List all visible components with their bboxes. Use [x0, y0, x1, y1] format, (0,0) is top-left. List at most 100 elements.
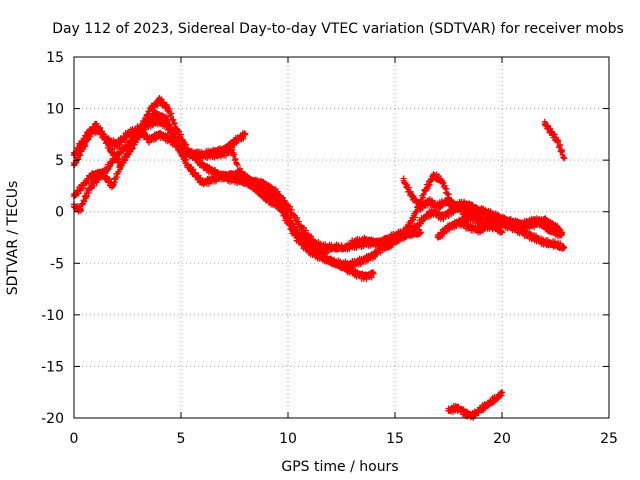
- data-point: [113, 141, 120, 148]
- data-point: [285, 213, 291, 220]
- x-tick-label: 20: [493, 431, 511, 447]
- y-tick-label: 10: [46, 102, 64, 118]
- data-point: [242, 131, 249, 138]
- data-point: [98, 169, 105, 176]
- y-tick-label: -10: [41, 308, 64, 324]
- data-point: [130, 136, 137, 143]
- data-point: [541, 239, 548, 246]
- data-point: [456, 219, 463, 225]
- data-point: [145, 136, 152, 143]
- data-point: [417, 229, 424, 236]
- chart-title: Day 112 of 2023, Sidereal Day-to-day VTE…: [52, 21, 624, 37]
- data-point: [447, 208, 454, 215]
- data-point: [477, 208, 484, 215]
- data-point: [426, 198, 433, 205]
- data-point: [285, 203, 291, 210]
- data-point: [167, 136, 174, 143]
- data-point: [404, 224, 411, 231]
- data-point: [541, 224, 548, 231]
- data-point: [357, 258, 364, 265]
- data-point: [488, 224, 495, 231]
- data-point: [107, 146, 114, 153]
- data-point: [156, 131, 163, 138]
- marker-path: [541, 118, 568, 162]
- data-point: [454, 404, 461, 411]
- marker-path: [71, 120, 249, 168]
- data-point: [92, 121, 99, 127]
- x-tick-label: 10: [279, 431, 297, 447]
- marker-path: [445, 389, 505, 421]
- x-axis-label: GPS time / hours: [281, 459, 398, 475]
- x-tick-label: 25: [600, 431, 618, 447]
- data-point: [413, 224, 420, 231]
- y-tick-label: -20: [41, 411, 64, 427]
- data-point: [152, 110, 159, 117]
- data-point: [430, 208, 437, 215]
- data-point: [163, 115, 169, 122]
- y-axis-label: SDTVAR / TECUs: [5, 181, 21, 296]
- data-point: [83, 190, 90, 197]
- data-point: [499, 229, 505, 236]
- data-point: [509, 219, 516, 225]
- y-tick-label: -5: [50, 256, 64, 272]
- data-point: [81, 141, 88, 148]
- data-point: [109, 182, 116, 189]
- plot-frame: [73, 56, 610, 419]
- data-point: [120, 157, 127, 164]
- series-track-j: [456, 211, 565, 236]
- data-point: [220, 146, 227, 153]
- data-point: [165, 105, 172, 112]
- data-point: [554, 138, 561, 145]
- data-point: [178, 146, 184, 153]
- data-point: [77, 206, 84, 213]
- data-point: [199, 152, 206, 158]
- data-point: [443, 198, 450, 205]
- data-point: [531, 234, 538, 241]
- data-point: [466, 213, 473, 220]
- data-point: [460, 200, 467, 207]
- y-tick-label: -15: [41, 359, 64, 375]
- data-point: [188, 152, 195, 158]
- data-point: [541, 217, 548, 223]
- data-point: [422, 188, 428, 195]
- y-tick-label: 15: [46, 50, 64, 66]
- data-point: [477, 219, 484, 225]
- data-point: [259, 179, 266, 186]
- y-tick-label: 5: [55, 153, 64, 169]
- data-point: [439, 213, 446, 220]
- data-point: [349, 239, 356, 246]
- data-point: [184, 162, 191, 169]
- data-point: [293, 229, 300, 236]
- data-point: [531, 221, 538, 228]
- series-track-l: [445, 389, 505, 421]
- data-point: [383, 244, 390, 251]
- data-point: [274, 198, 281, 205]
- series-track-d: [71, 120, 249, 169]
- series-track-k: [541, 118, 568, 162]
- data-point: [344, 262, 351, 269]
- data-point: [370, 270, 377, 277]
- x-tick-label: 5: [177, 431, 186, 447]
- data-point: [79, 182, 86, 189]
- data-point: [561, 155, 568, 162]
- data-point: [332, 260, 339, 267]
- data-point: [88, 172, 95, 179]
- data-series: [71, 95, 568, 421]
- data-point: [310, 239, 317, 246]
- data-point: [409, 193, 416, 200]
- data-point: [199, 179, 206, 186]
- x-tick-label: 0: [70, 431, 79, 447]
- data-point: [103, 136, 110, 143]
- data-point: [413, 208, 420, 215]
- data-point: [246, 177, 253, 184]
- data-point: [445, 407, 452, 414]
- data-point: [148, 105, 154, 112]
- data-point: [462, 409, 469, 416]
- data-point: [272, 188, 279, 195]
- data-point: [558, 148, 565, 155]
- data-point: [430, 172, 437, 179]
- data-point: [417, 203, 424, 210]
- data-point: [319, 255, 326, 262]
- data-point: [434, 203, 441, 210]
- data-point: [445, 224, 452, 231]
